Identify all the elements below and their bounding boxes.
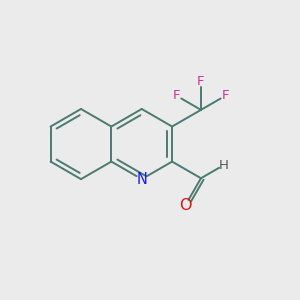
Text: F: F	[221, 89, 229, 102]
Text: N: N	[136, 172, 147, 187]
Text: F: F	[173, 89, 180, 102]
Text: O: O	[179, 198, 191, 213]
Text: H: H	[219, 159, 229, 172]
Text: F: F	[197, 75, 205, 88]
